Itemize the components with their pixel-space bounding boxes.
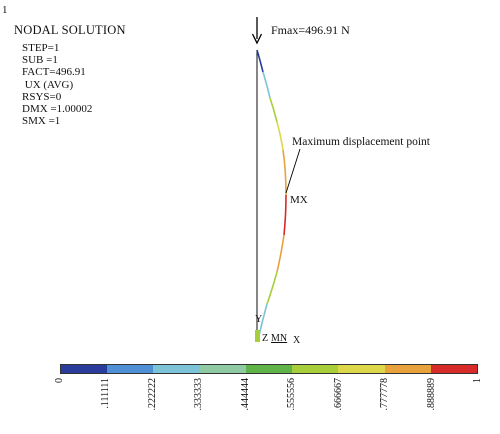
legend-tick-label: .777778 (379, 378, 391, 411)
legend-tick-label: 1 (472, 378, 483, 383)
max-displacement-annotation: Maximum displacement point (292, 136, 430, 148)
max-marker-label: MX (290, 194, 308, 206)
legend-tick-label: .666667 (332, 378, 344, 411)
contour-legend-bar (60, 364, 478, 374)
info-rsys: RSYS=0 (22, 90, 62, 103)
legend-band-9 (430, 365, 477, 373)
legend-tick-label: .444444 (239, 378, 251, 411)
info-step: STEP=1 (22, 42, 60, 54)
legend-band-1 (61, 365, 108, 373)
info-fact: FACT=496.91 (22, 66, 86, 79)
legend-band-4 (199, 365, 246, 373)
legend-tick-label: .888889 (425, 378, 437, 411)
legend-tick-label: 0 (54, 378, 65, 383)
triad-x-label: X (293, 335, 301, 346)
result-title: NODAL SOLUTION (14, 23, 126, 37)
info-dmx: DMX =1.00002 (22, 103, 93, 116)
base-support-marker (255, 330, 260, 342)
legend-band-5 (245, 365, 293, 373)
min-marker-label: MN (271, 333, 288, 344)
triad-y-label: Y (255, 314, 263, 325)
info-smx: SMX =1 (22, 115, 61, 128)
window-number: 1 (2, 4, 8, 16)
info-result-item: UX (AVG) (22, 78, 74, 91)
deformed-segment-4 (276, 121, 284, 151)
deformed-segment-1 (256, 49, 264, 73)
info-sub: SUB =1 (22, 54, 58, 67)
legend-band-8 (384, 365, 431, 373)
solution-info: STEP=1 SUB =1 FACT=496.91 UX (AVG) RSYS=… (22, 42, 92, 127)
legend-band-3 (153, 365, 200, 373)
deformed-segment-6 (283, 194, 287, 236)
deformed-segment-3 (269, 97, 278, 123)
legend-tick-label: .555556 (286, 378, 298, 411)
legend-band-7 (338, 365, 385, 373)
deformed-shape (256, 49, 287, 341)
legend-band-2 (107, 365, 154, 373)
deformed-segment-5 (282, 149, 287, 196)
triad-z-label: Z (262, 333, 269, 344)
annotation-leader (285, 148, 301, 194)
legend-band-6 (292, 365, 339, 373)
deformed-segment-7 (276, 234, 285, 273)
legend-tick-label: .222222 (146, 378, 158, 411)
legend-tick-label: .111111 (100, 378, 112, 409)
legend-tick-label: .333333 (193, 378, 205, 411)
load-label: Fmax=496.91 N (271, 23, 350, 37)
load-arrow-head (251, 33, 263, 45)
deformed-segment-8 (266, 271, 278, 305)
deformed-segment-2 (262, 71, 271, 99)
